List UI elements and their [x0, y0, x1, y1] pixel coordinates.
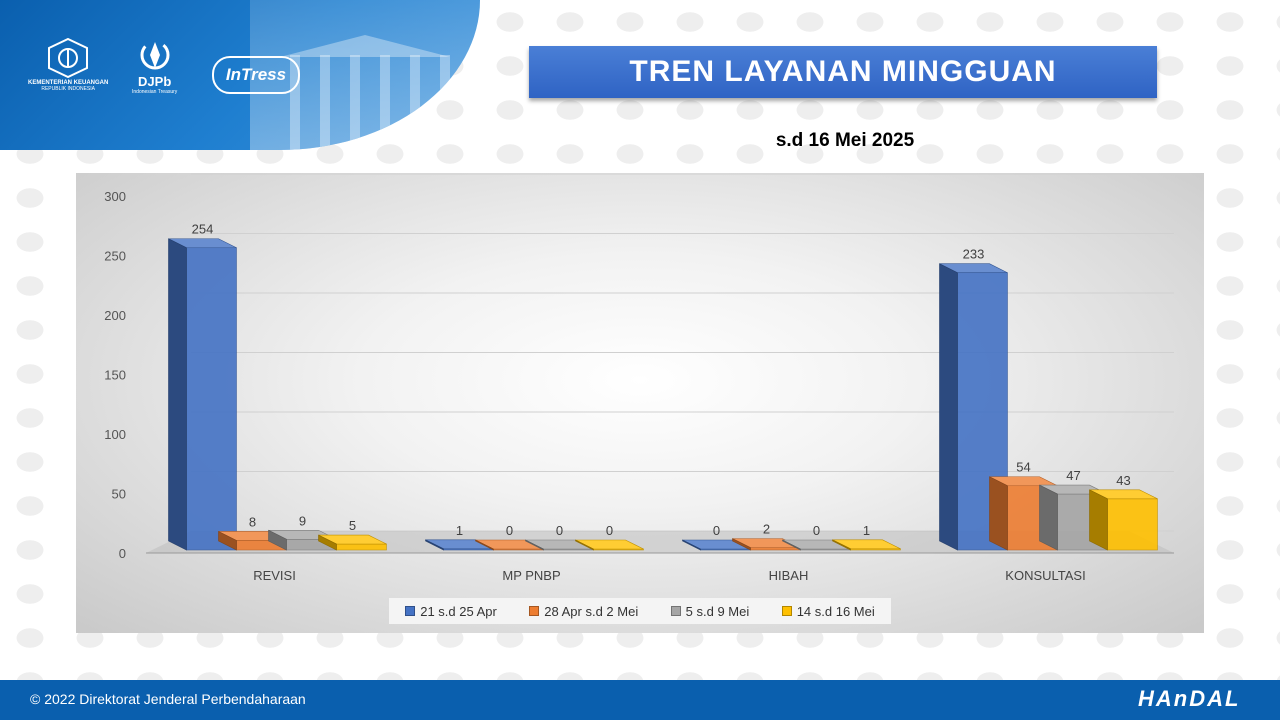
data-label: 2 [763, 522, 770, 537]
legend-item: 28 Apr s.d 2 Mei [529, 604, 638, 619]
legend-label: 28 Apr s.d 2 Mei [544, 603, 639, 619]
x-tick-label: HIBAH [769, 568, 809, 583]
header-panel: KEMENTERIAN KEUANGAN REPUBLIK INDONESIA … [0, 0, 480, 150]
data-label: 254 [192, 222, 214, 237]
y-tick-label: 300 [104, 189, 126, 204]
bar-side [575, 539, 594, 551]
chart-area: 0 50 100 150 200 250 300 REVISI 254 8 9 5 MP PNBP 1 0 0… [76, 173, 1204, 633]
bar [336, 543, 387, 551]
data-label: 233 [963, 247, 985, 262]
bar-side [1039, 484, 1058, 551]
chart-legend: 21 s.d 25 Apr 28 Apr s.d 2 Mei 5 s.d 9 Mei… [389, 598, 891, 624]
intress-logo: InTress [212, 56, 300, 94]
bar-side [682, 539, 701, 551]
bar-side [525, 539, 544, 551]
data-label: 0 [506, 523, 513, 538]
y-tick-label: 100 [104, 427, 126, 442]
legend-swatch [781, 606, 792, 616]
data-label: 0 [556, 523, 563, 538]
legend-item: 14 s.d 16 Mei [781, 603, 875, 619]
djpb-emblem-icon [140, 40, 170, 70]
building-image [250, 0, 480, 150]
data-label: 1 [456, 523, 463, 538]
handal-logo: HAnDAL [1138, 686, 1241, 711]
bar-side [168, 238, 187, 551]
y-tick-label: 0 [119, 546, 126, 561]
data-label: 9 [299, 513, 306, 528]
bar-side [989, 476, 1008, 551]
chart-floor [146, 531, 1174, 553]
y-tick-label: 150 [104, 368, 126, 383]
djpb-logo: DJPb Indonesian Treasury [132, 38, 177, 95]
title-banner: TREN LAYANAN MINGGUAN [529, 46, 1157, 98]
page-subtitle: s.d 16 Mei 2025 [775, 130, 915, 151]
data-label: 0 [813, 523, 820, 538]
y-tick-label: 250 [104, 249, 126, 264]
bar-side [782, 539, 801, 551]
bar-side [732, 538, 751, 551]
footer-copyright: © 2022 Direktorat Jenderal Perbendaharaa… [30, 691, 306, 707]
bar-side [268, 529, 287, 551]
kemenkeu-emblem-icon [48, 38, 89, 78]
legend-label: 14 s.d 16 Mei [796, 603, 875, 619]
data-label: 5 [349, 518, 356, 533]
bar [1107, 498, 1158, 551]
data-label: 1 [863, 523, 870, 538]
data-label: 0 [713, 523, 720, 538]
y-tick-label: 200 [104, 308, 126, 323]
legend-label: 5 s.d 9 Mei [685, 603, 750, 619]
x-tick-label: REVISI [253, 568, 296, 583]
djpb-sublabel: Indonesian Treasury [132, 89, 178, 95]
bar-side [218, 530, 237, 551]
x-tick-label: MP PNBP [502, 568, 560, 583]
bar-side [425, 539, 444, 551]
bar-side [1089, 489, 1108, 551]
bar [186, 247, 237, 551]
kemenkeu-logo: KEMENTERIAN KEUANGAN REPUBLIK INDONESIA [28, 38, 108, 92]
bar-side [318, 534, 337, 551]
kemenkeu-sublabel: REPUBLIK INDONESIA [41, 86, 95, 92]
legend-item: 21 s.d 25 Apr [405, 604, 497, 619]
legend-item: 5 s.d 9 Mei [670, 603, 750, 619]
data-label: 47 [1066, 468, 1080, 483]
bar [750, 547, 801, 551]
data-label: 0 [606, 523, 613, 538]
data-label: 54 [1016, 460, 1030, 475]
legend-swatch [405, 606, 416, 616]
bar-side [939, 263, 958, 551]
legend-swatch [670, 606, 681, 616]
data-label: 8 [249, 514, 256, 529]
y-tick-label: 50 [112, 487, 126, 502]
footer: © 2022 Direktorat Jenderal Perbendaharaa… [0, 680, 1280, 720]
x-tick-label: KONSULTASI [1005, 568, 1085, 583]
data-label: 43 [1116, 473, 1130, 488]
legend-label: 21 s.d 25 Apr [420, 603, 497, 619]
bar-side [832, 539, 851, 551]
kemenkeu-label: KEMENTERIAN KEUANGAN [28, 80, 109, 86]
djpb-label: DJPb [138, 74, 172, 89]
page-title: TREN LAYANAN MINGGUAN [629, 55, 1057, 88]
legend-swatch [529, 606, 540, 616]
bar-side [475, 539, 494, 551]
